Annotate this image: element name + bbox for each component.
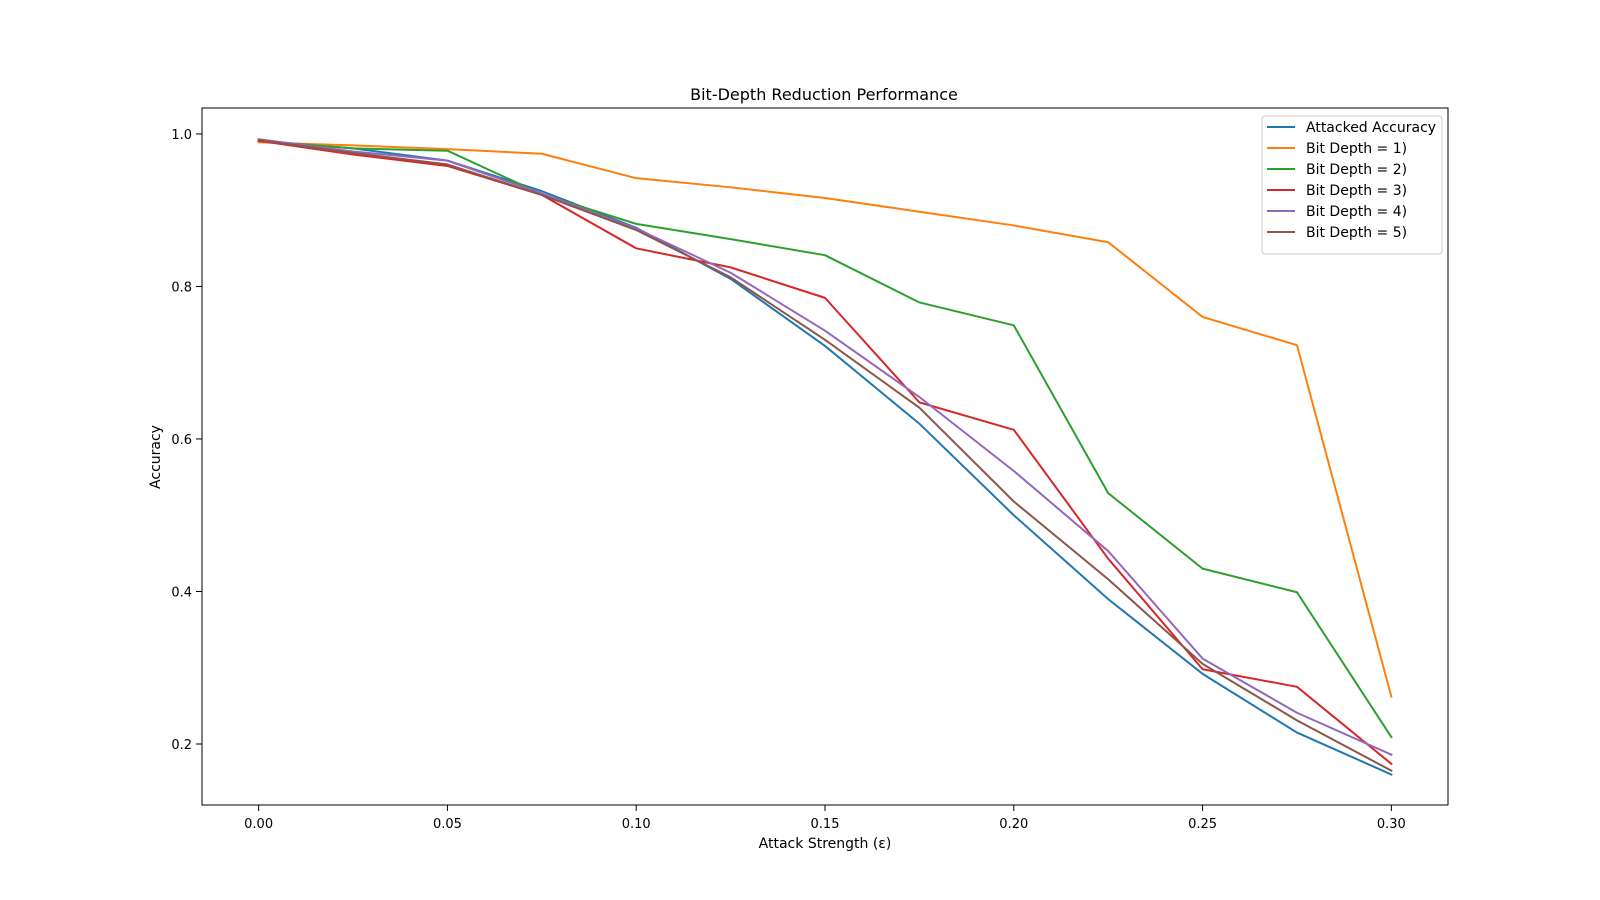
- x-tick-label: 0.05: [433, 817, 462, 832]
- y-tick-label: 1.0: [171, 128, 192, 143]
- legend: Attacked Accuracy Bit Depth = 1) Bit Depth…: [1261, 115, 1443, 255]
- x-tick-label: 0.20: [999, 817, 1028, 832]
- series-line-1: [257, 141, 1393, 698]
- axis-ticks: 0.00 0.05 0.10 0.15 0.20 0.25 0.30 0.2 0.4 0.6 0.8…: [171, 128, 1406, 832]
- legend-label-3: Bit Depth = 3): [1306, 183, 1407, 199]
- y-tick-label: 0.4: [171, 585, 192, 600]
- x-axis-label: Attack Strength (ε): [759, 836, 892, 852]
- chart-title: Bit-Depth Reduction Performance: [690, 85, 958, 104]
- legend-label-1: Bit Depth = 1): [1306, 141, 1407, 157]
- series-line-5: [257, 138, 1393, 773]
- legend-label-5: Bit Depth = 5): [1306, 225, 1407, 241]
- y-axis-label: Accuracy: [148, 425, 164, 489]
- y-tick-label: 0.8: [171, 280, 192, 295]
- y-tick-label: 0.2: [171, 738, 192, 753]
- x-tick-label: 0.10: [622, 817, 651, 832]
- legend-box: [1261, 115, 1443, 255]
- x-tick-label: 0.00: [244, 817, 273, 832]
- x-tick-label: 0.30: [1377, 817, 1406, 832]
- y-tick-label: 0.6: [171, 433, 192, 448]
- legend-label-4: Bit Depth = 4): [1306, 204, 1407, 220]
- series-line-2: [257, 139, 1393, 739]
- x-tick-label: 0.25: [1188, 817, 1217, 832]
- series-line-3: [257, 139, 1393, 766]
- legend-label-0: Attacked Accuracy: [1306, 120, 1436, 136]
- series-line-4: [257, 138, 1393, 756]
- legend-label-2: Bit Depth = 2): [1306, 162, 1407, 178]
- plot-area: [257, 138, 1393, 776]
- x-tick-label: 0.15: [811, 817, 840, 832]
